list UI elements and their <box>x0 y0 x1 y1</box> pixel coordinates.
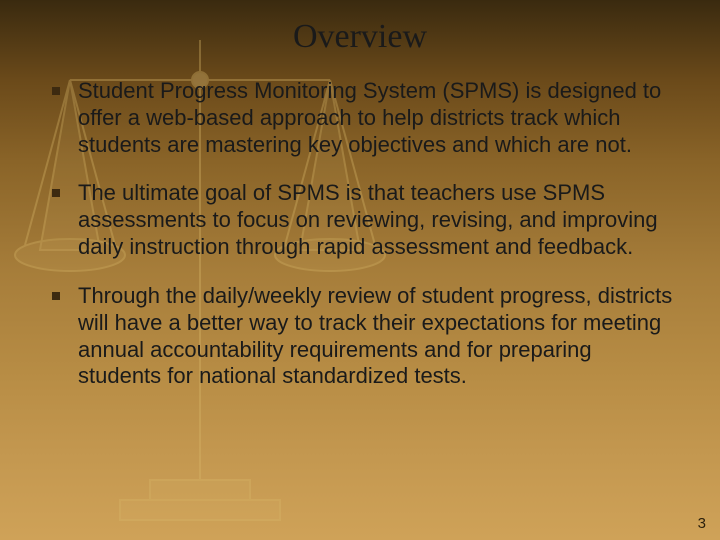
slide-content: Overview Student Progress Monitoring Sys… <box>0 0 720 540</box>
bullet-list: Student Progress Monitoring System (SPMS… <box>42 78 678 390</box>
slide-title: Overview <box>42 18 678 56</box>
list-item: Student Progress Monitoring System (SPMS… <box>42 78 678 158</box>
bullet-icon <box>52 292 60 300</box>
bullet-text: Through the daily/weekly review of stude… <box>78 283 672 388</box>
list-item: Through the daily/weekly review of stude… <box>42 283 678 390</box>
bullet-icon <box>52 189 60 197</box>
bullet-text: The ultimate goal of SPMS is that teache… <box>78 180 658 259</box>
slide: Overview Student Progress Monitoring Sys… <box>0 0 720 540</box>
page-number: 3 <box>698 515 706 532</box>
bullet-icon <box>52 87 60 95</box>
bullet-text: Student Progress Monitoring System (SPMS… <box>78 78 661 157</box>
list-item: The ultimate goal of SPMS is that teache… <box>42 180 678 260</box>
